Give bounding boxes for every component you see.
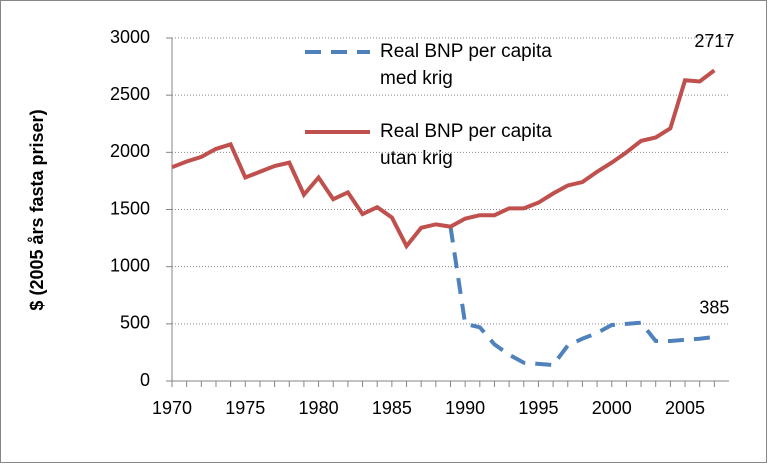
y-tick-label: 2000	[110, 141, 150, 161]
data-label: 385	[699, 298, 729, 318]
data-label: 2717	[694, 31, 734, 51]
y-tick-label: 2500	[110, 84, 150, 104]
y-tick-label: 1500	[110, 198, 150, 218]
x-tick-label: 2005	[665, 398, 705, 418]
y-tick-label: 500	[120, 313, 150, 333]
x-tick-label: 1980	[299, 398, 339, 418]
y-axis-label: $ (2005 års fasta priser)	[27, 109, 47, 310]
y-tick-label: 1000	[110, 255, 150, 275]
x-tick-label: 2000	[592, 398, 632, 418]
y-tick-label: 3000	[110, 27, 150, 47]
series-line	[448, 226, 715, 368]
series-line	[171, 68, 716, 250]
x-tick-label: 1985	[372, 398, 412, 418]
x-tick-label: 1995	[518, 398, 558, 418]
y-tick-label: 0	[140, 370, 150, 390]
legend-label: Real BNP per capita med krig	[380, 41, 552, 89]
x-tick-label: 1975	[225, 398, 265, 418]
legend-label: Real BNP per capita utan krig	[380, 121, 552, 169]
x-tick-label: 1990	[445, 398, 485, 418]
x-tick-label: 1970	[152, 398, 192, 418]
